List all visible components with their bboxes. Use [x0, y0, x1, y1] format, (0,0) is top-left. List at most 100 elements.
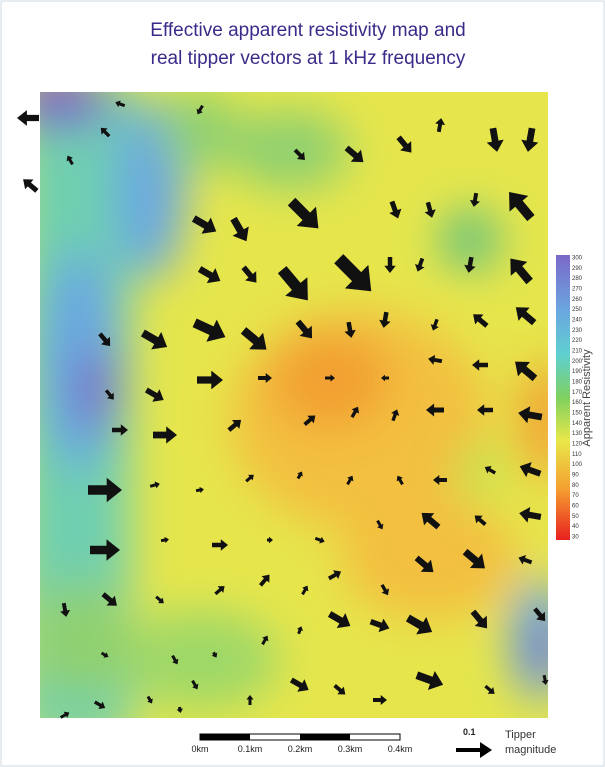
colorbar-tick: 200 [572, 359, 583, 365]
colorbar-tick: 70 [572, 493, 579, 499]
colorbar [556, 255, 570, 540]
tipper-vector [258, 372, 272, 384]
colorbar-tick: 50 [572, 514, 579, 520]
tipper-vector [474, 515, 487, 527]
colorbar-tick: 60 [572, 504, 579, 510]
tipper-label: Tipper [505, 729, 536, 741]
tipper-vector [267, 536, 273, 544]
tipper-vector [464, 256, 476, 273]
tipper-vector [258, 574, 270, 587]
tipper-vector [197, 370, 223, 390]
tipper-vector [23, 179, 39, 193]
tipper-vector [66, 155, 74, 166]
tipper-vector [287, 197, 319, 229]
tipper-vector [389, 200, 402, 219]
tipper-vector [519, 507, 542, 523]
colorbar-tick: 220 [572, 338, 583, 344]
colorbar-tick: 260 [572, 297, 583, 303]
tipper-vector [155, 595, 164, 604]
scale-label: 0km [191, 744, 208, 754]
tipper-vector [245, 474, 254, 483]
tipper-vector [296, 626, 304, 635]
tipper-vector [59, 711, 70, 719]
tipper-vector [195, 486, 204, 494]
tipper-vector [519, 462, 542, 478]
tipper-vector [509, 191, 535, 222]
colorbar-tick: 240 [572, 318, 583, 324]
tipper-vector [486, 127, 504, 152]
tipper-vector [60, 602, 71, 617]
tipper-vector [90, 539, 120, 561]
tipper-vector [325, 374, 335, 382]
tipper-vector [191, 215, 217, 234]
tipper-vector [100, 651, 109, 658]
colorbar-tick: 270 [572, 287, 583, 293]
colorbar-tick: 90 [572, 473, 579, 479]
colorbar-tick: 120 [572, 442, 583, 448]
tipper-vector [426, 403, 444, 417]
tipper-vector [227, 419, 242, 432]
tipper-vector [160, 536, 169, 544]
tipper-vector [171, 654, 179, 665]
tipper-vector [104, 389, 114, 400]
tipper-vector [515, 307, 537, 326]
colorbar-tick: 100 [572, 462, 583, 468]
tipper-vector [241, 265, 257, 283]
tipper-vector [344, 321, 356, 338]
tipper-vector [240, 327, 267, 350]
tipper-vector [391, 409, 400, 422]
tipper-vector [469, 192, 480, 207]
tipper-vector [415, 257, 425, 272]
colorbar-tick: 280 [572, 276, 583, 282]
tipper-vectors [17, 100, 549, 719]
tipper-vector [246, 695, 254, 705]
tipper-vector [396, 135, 412, 153]
tipper-vector [344, 145, 364, 163]
tipper-vector [214, 586, 225, 596]
colorbar-tick: 110 [572, 452, 582, 458]
tipper-vector [112, 424, 128, 436]
colorbar-tick: 40 [572, 524, 579, 530]
scale-label: 0.4km [388, 744, 413, 754]
colorbar-tick: 300 [572, 256, 583, 262]
tipper-vector [327, 570, 342, 581]
tipper-label: magnitude [505, 744, 556, 756]
tipper-vector [295, 319, 313, 339]
tipper-vector [430, 318, 439, 331]
tipper-vector [327, 611, 351, 629]
tipper-vector [115, 100, 126, 108]
tipper-vector [197, 266, 221, 284]
tipper-vector [191, 679, 199, 690]
tipper-vector [470, 609, 488, 629]
colorbar-tick: 210 [572, 349, 583, 355]
tipper-vector [149, 481, 160, 489]
tipper-vector [144, 387, 164, 402]
colorbar-tick: 150 [572, 411, 583, 417]
tipper-vector [230, 216, 249, 242]
tipper-vector [334, 254, 372, 292]
tipper-vector [369, 618, 390, 633]
tipper-vector [373, 694, 387, 706]
colorbar-tick: 30 [572, 535, 579, 541]
tipper-vector [541, 674, 549, 685]
tipper-vector [414, 555, 434, 573]
scale-bar [199, 733, 401, 741]
tipper-arrow [456, 742, 492, 758]
scale-label: 0.2km [288, 744, 313, 754]
tipper-vector [17, 110, 39, 126]
tipper-vector [510, 258, 533, 285]
tipper-vector [212, 539, 228, 551]
tipper-vector [428, 354, 443, 365]
tipper-vector [435, 118, 446, 133]
scale-label: 0.3km [338, 744, 363, 754]
tipper-vector [380, 583, 390, 596]
tipper-vector [101, 592, 117, 606]
title-line: real tipper vectors at 1 kHz frequency [151, 48, 466, 69]
tipper-vector [88, 477, 122, 503]
tipper-vector [421, 512, 441, 530]
colorbar-label: Apparent Resistivity [581, 349, 593, 447]
tipper-vector [433, 474, 447, 486]
tipper-value: 0.1 [463, 727, 476, 737]
colorbar-tick: 180 [572, 380, 583, 386]
